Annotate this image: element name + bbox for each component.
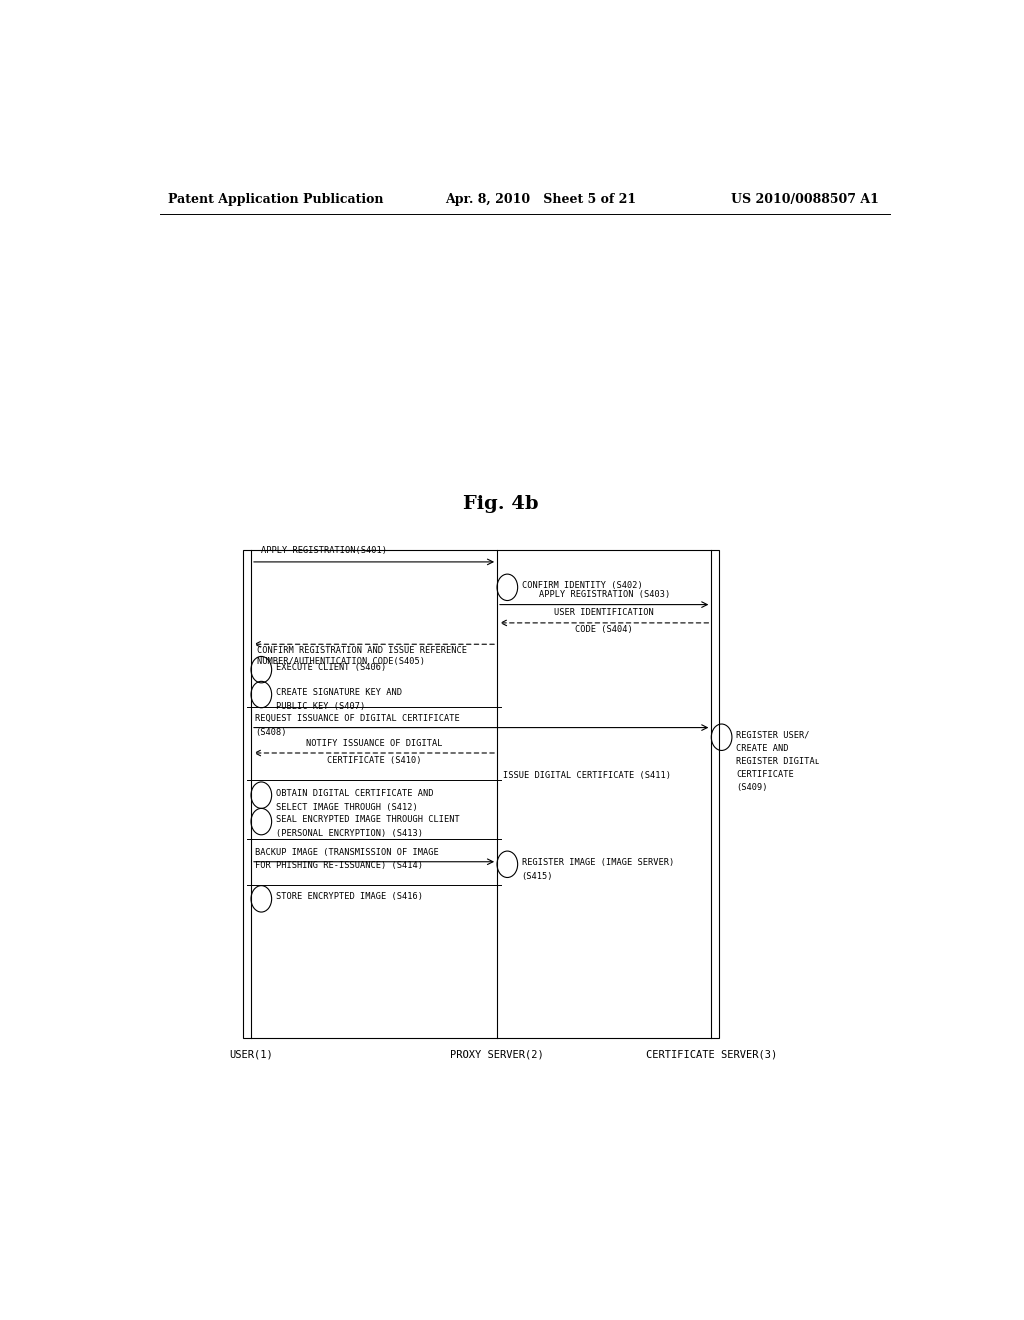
Text: CONFIRM IDENTITY (S402): CONFIRM IDENTITY (S402) — [521, 581, 642, 590]
Text: PUBLIC KEY (S407): PUBLIC KEY (S407) — [275, 702, 365, 711]
Text: (S415): (S415) — [521, 873, 553, 880]
Text: STORE ENCRYPTED IMAGE (S416): STORE ENCRYPTED IMAGE (S416) — [275, 892, 423, 902]
Text: SEAL ENCRYPTED IMAGE THROUGH CLIENT: SEAL ENCRYPTED IMAGE THROUGH CLIENT — [275, 814, 460, 824]
Text: REGISTER USER/: REGISTER USER/ — [736, 731, 809, 739]
Text: CERTIFICATE (S410): CERTIFICATE (S410) — [327, 756, 421, 766]
Text: (PERSONAL ENCRYPTION) (S413): (PERSONAL ENCRYPTION) (S413) — [275, 829, 423, 838]
Text: REQUEST ISSUANCE OF DIGITAL CERTIFICATE: REQUEST ISSUANCE OF DIGITAL CERTIFICATE — [255, 714, 460, 723]
Text: APPLY REGISTRATION(S401): APPLY REGISTRATION(S401) — [260, 545, 386, 554]
Text: BACKUP IMAGE (TRANSMISSION OF IMAGE: BACKUP IMAGE (TRANSMISSION OF IMAGE — [255, 847, 438, 857]
Text: Apr. 8, 2010   Sheet 5 of 21: Apr. 8, 2010 Sheet 5 of 21 — [445, 193, 637, 206]
Text: APPLY REGISTRATION (S403): APPLY REGISTRATION (S403) — [539, 590, 670, 598]
Text: CREATE AND: CREATE AND — [736, 744, 788, 752]
Text: Patent Application Publication: Patent Application Publication — [168, 193, 383, 206]
Text: (S409): (S409) — [736, 784, 767, 792]
Text: REGISTER IMAGE (IMAGE SERVER): REGISTER IMAGE (IMAGE SERVER) — [521, 858, 674, 867]
Text: FOR PHISHING RE-ISSUANCE) (S414): FOR PHISHING RE-ISSUANCE) (S414) — [255, 861, 423, 870]
Text: USER IDENTIFICATION: USER IDENTIFICATION — [554, 607, 654, 616]
Text: EXECUTE CLIENT (S406): EXECUTE CLIENT (S406) — [275, 663, 386, 672]
Text: (S408): (S408) — [255, 727, 287, 737]
Text: OBTAIN DIGITAL CERTIFICATE AND: OBTAIN DIGITAL CERTIFICATE AND — [275, 788, 433, 797]
Text: CODE (S404): CODE (S404) — [575, 624, 633, 634]
Text: Fig. 4b: Fig. 4b — [463, 495, 539, 513]
Text: CERTIFICATE SERVER(3): CERTIFICATE SERVER(3) — [646, 1049, 777, 1060]
Text: CERTIFICATE: CERTIFICATE — [736, 771, 794, 779]
Text: ISSUE DIGITAL CERTIFICATE (S411): ISSUE DIGITAL CERTIFICATE (S411) — [504, 771, 672, 780]
Text: PROXY SERVER(2): PROXY SERVER(2) — [451, 1049, 544, 1060]
Text: REGISTER DIGITAʟ: REGISTER DIGITAʟ — [736, 758, 820, 766]
Text: CREATE SIGNATURE KEY AND: CREATE SIGNATURE KEY AND — [275, 688, 401, 697]
Text: SELECT IMAGE THROUGH (S412): SELECT IMAGE THROUGH (S412) — [275, 803, 418, 812]
Bar — [243, 549, 719, 1038]
Text: US 2010/0088507 A1: US 2010/0088507 A1 — [731, 193, 879, 206]
Text: USER(1): USER(1) — [229, 1049, 272, 1060]
Text: CONFIRM REGISTRATION AND ISSUE REFERENCE
NUMBER/AUTHENTICATION CODE(S405): CONFIRM REGISTRATION AND ISSUE REFERENCE… — [257, 647, 467, 665]
Text: NOTIFY ISSUANCE OF DIGITAL: NOTIFY ISSUANCE OF DIGITAL — [306, 739, 442, 748]
